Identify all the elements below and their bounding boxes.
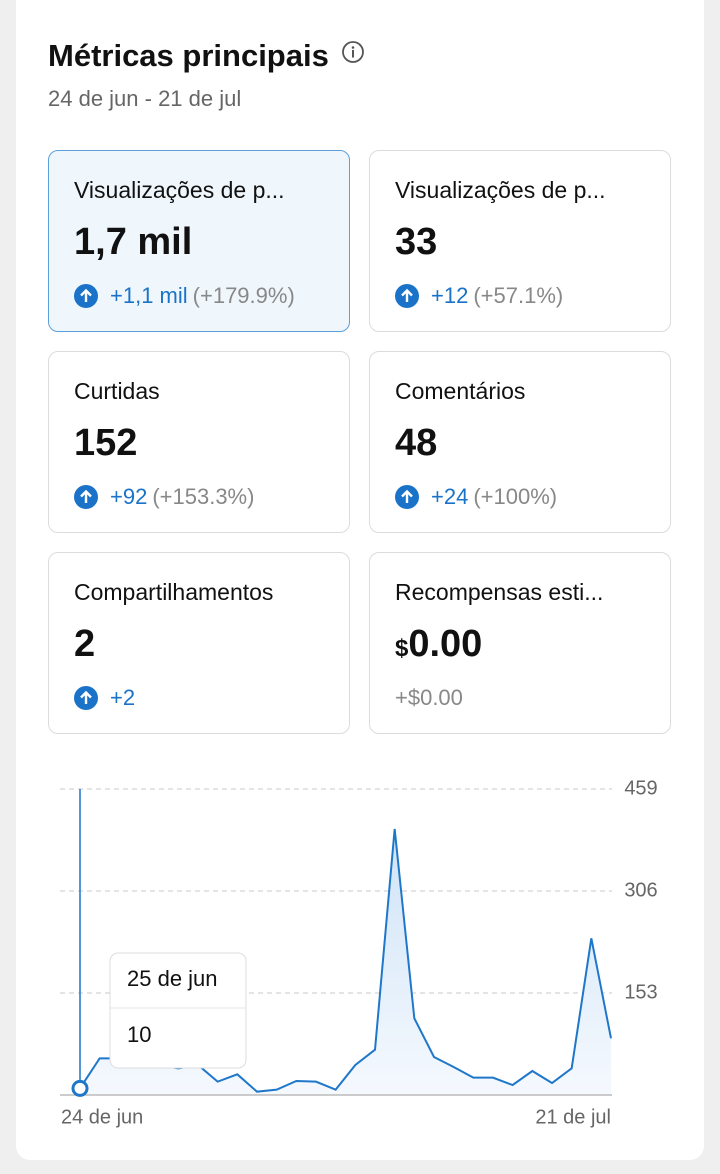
percent: (+100%) — [473, 484, 558, 509]
up-icon — [395, 284, 419, 308]
value-text: 152 — [74, 422, 138, 464]
up-icon — [74, 284, 98, 308]
card-label: Visualizações de p... — [74, 177, 285, 203]
change: +24 — [431, 484, 469, 509]
value-text: 48 — [395, 422, 438, 464]
change: +2 — [110, 685, 136, 710]
card-value: $0.00 — [395, 623, 482, 666]
up-icon — [74, 485, 98, 509]
y-tick-label: 153 — [624, 981, 657, 1003]
y-tick-label: 459 — [624, 777, 657, 799]
value-text: 0.00 — [408, 623, 483, 665]
chart: 153 306 459 24 de jun 21 de jul 25 de jun 10 — [60, 777, 658, 1128]
selected-point — [71, 1079, 89, 1097]
percent: (+57.1%) — [473, 283, 564, 308]
card-change: +$0.00 — [395, 685, 463, 711]
metric-card[interactable]: Visualizações de p... 1,7 mil +1,1 mil (+17… — [48, 150, 350, 332]
card-change: +24 (+100%) — [395, 484, 557, 510]
title: Métricas principais — [48, 38, 365, 74]
card-value: 33 — [395, 221, 437, 264]
card-label: Visualizações de p... — [395, 177, 606, 203]
change: +92 — [110, 484, 148, 509]
percent: (+153.3%) — [152, 484, 255, 509]
card-label: Curtidas — [74, 378, 160, 404]
card-change: +2 — [74, 685, 135, 711]
card-value: 152 — [74, 422, 137, 465]
change: +1,1 mil — [110, 283, 188, 308]
change: +$0.00 — [395, 685, 463, 710]
metric-card[interactable]: Curtidas 152 +92 (+153.3%) — [48, 351, 350, 533]
card-label: Recompensas esti... — [395, 579, 604, 605]
title-text: Métricas principais — [48, 38, 329, 73]
card-value: 2 — [74, 623, 95, 666]
currency: $ — [395, 635, 409, 662]
y-tick-label: 306 — [624, 879, 657, 901]
x-tick-label: 24 de jun — [61, 1106, 143, 1128]
card-value: 48 — [395, 422, 437, 465]
change: +12 — [431, 283, 469, 308]
card-change: +12 (+57.1%) — [395, 283, 563, 309]
card-change: +1,1 mil (+179.9%) — [74, 283, 295, 309]
card-change: +92 (+153.3%) — [74, 484, 254, 510]
up-icon — [395, 485, 419, 509]
value-text: 33 — [395, 221, 438, 263]
value-text: 1,7 mil — [74, 221, 193, 263]
metric-card[interactable]: Recompensas esti... $0.00 +$0.00 — [369, 552, 671, 734]
card-label: Compartilhamentos — [74, 579, 274, 605]
card-value: 1,7 mil — [74, 221, 192, 264]
tooltip-value: 10 — [127, 1022, 151, 1047]
value-text: 2 — [74, 623, 96, 665]
tooltip-date: 25 de jun — [127, 966, 218, 991]
metric-card[interactable]: Compartilhamentos 2 +2 — [48, 552, 350, 734]
percent: (+179.9%) — [192, 283, 295, 308]
x-tick-label: 21 de jul — [535, 1106, 611, 1128]
tooltip — [109, 952, 247, 1069]
info-icon[interactable] — [341, 40, 365, 64]
up-icon — [74, 686, 98, 710]
metric-card[interactable]: Visualizações de p... 33 +12 (+57.1%) — [369, 150, 671, 332]
metric-card[interactable]: Comentários 48 +24 (+100%) — [369, 351, 671, 533]
card-label: Comentários — [395, 378, 526, 404]
subtitle: 24 de jun - 21 de jul — [48, 86, 242, 111]
